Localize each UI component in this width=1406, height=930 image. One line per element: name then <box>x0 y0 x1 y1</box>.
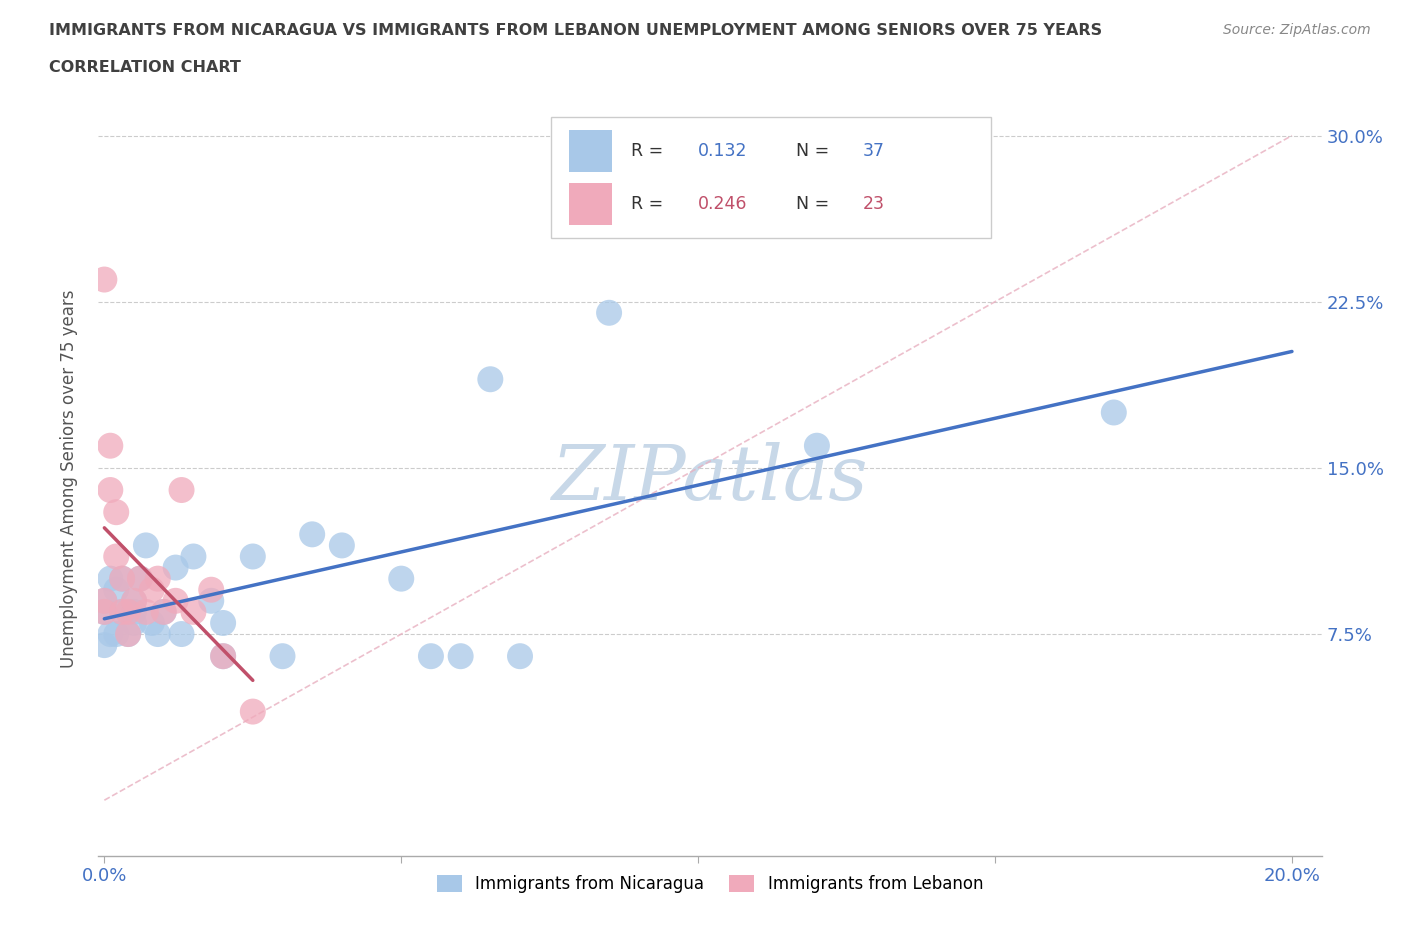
Point <box>212 649 235 664</box>
Text: N =: N = <box>796 142 834 160</box>
Point <box>450 649 472 664</box>
Point <box>242 549 264 564</box>
Point <box>806 438 828 453</box>
Point <box>200 582 222 597</box>
Point <box>98 571 121 586</box>
Point <box>170 627 193 642</box>
Point <box>117 604 139 619</box>
Point <box>122 593 145 608</box>
Point <box>129 571 152 586</box>
Point <box>117 627 139 642</box>
Text: 37: 37 <box>863 142 884 160</box>
Text: IMMIGRANTS FROM NICARAGUA VS IMMIGRANTS FROM LEBANON UNEMPLOYMENT AMONG SENIORS : IMMIGRANTS FROM NICARAGUA VS IMMIGRANTS … <box>49 23 1102 38</box>
Point <box>111 604 134 619</box>
Text: ZIPatlas: ZIPatlas <box>551 442 869 516</box>
Point <box>105 627 128 642</box>
Point <box>242 704 264 719</box>
Point <box>165 593 187 608</box>
Point <box>105 549 128 564</box>
Point <box>509 649 531 664</box>
Text: CORRELATION CHART: CORRELATION CHART <box>49 60 240 75</box>
Text: R =: R = <box>630 195 668 213</box>
Point <box>93 604 115 619</box>
Point <box>135 604 157 619</box>
Point <box>141 616 163 631</box>
Point <box>98 483 121 498</box>
Point <box>111 571 134 586</box>
Point <box>152 604 174 619</box>
Point <box>420 649 443 664</box>
Point <box>212 616 235 631</box>
Point <box>93 593 115 608</box>
Point <box>301 527 323 542</box>
Text: 23: 23 <box>863 195 884 213</box>
Point <box>93 604 115 619</box>
Point <box>1102 405 1125 420</box>
Point <box>98 438 121 453</box>
Point <box>111 571 134 586</box>
Point <box>152 604 174 619</box>
Point <box>129 571 152 586</box>
Point <box>122 616 145 631</box>
Point <box>389 571 412 586</box>
Bar <box>569 130 612 172</box>
Point <box>183 549 205 564</box>
Point <box>141 582 163 597</box>
Point <box>146 571 169 586</box>
Point <box>598 305 620 320</box>
Point <box>165 560 187 575</box>
Point <box>330 538 353 552</box>
Point <box>105 582 128 597</box>
Point <box>479 372 502 387</box>
Point <box>93 272 115 287</box>
Point <box>135 538 157 552</box>
Text: N =: N = <box>796 195 834 213</box>
Point <box>117 604 139 619</box>
Point <box>146 627 169 642</box>
Point <box>271 649 294 664</box>
Point <box>111 604 134 619</box>
Point <box>170 483 193 498</box>
Text: 0.246: 0.246 <box>697 195 748 213</box>
Point <box>212 649 235 664</box>
Y-axis label: Unemployment Among Seniors over 75 years: Unemployment Among Seniors over 75 years <box>59 290 77 668</box>
Point <box>122 604 145 619</box>
Text: R =: R = <box>630 142 668 160</box>
Bar <box>569 183 612 225</box>
Point <box>117 627 139 642</box>
Text: Source: ZipAtlas.com: Source: ZipAtlas.com <box>1223 23 1371 37</box>
Point <box>200 593 222 608</box>
Point <box>93 593 115 608</box>
Point <box>105 505 128 520</box>
Legend: Immigrants from Nicaragua, Immigrants from Lebanon: Immigrants from Nicaragua, Immigrants fr… <box>430 869 990 900</box>
Text: 0.132: 0.132 <box>697 142 748 160</box>
Point <box>122 593 145 608</box>
Point <box>93 638 115 653</box>
Point <box>98 627 121 642</box>
FancyBboxPatch shape <box>551 117 991 238</box>
Point <box>183 604 205 619</box>
